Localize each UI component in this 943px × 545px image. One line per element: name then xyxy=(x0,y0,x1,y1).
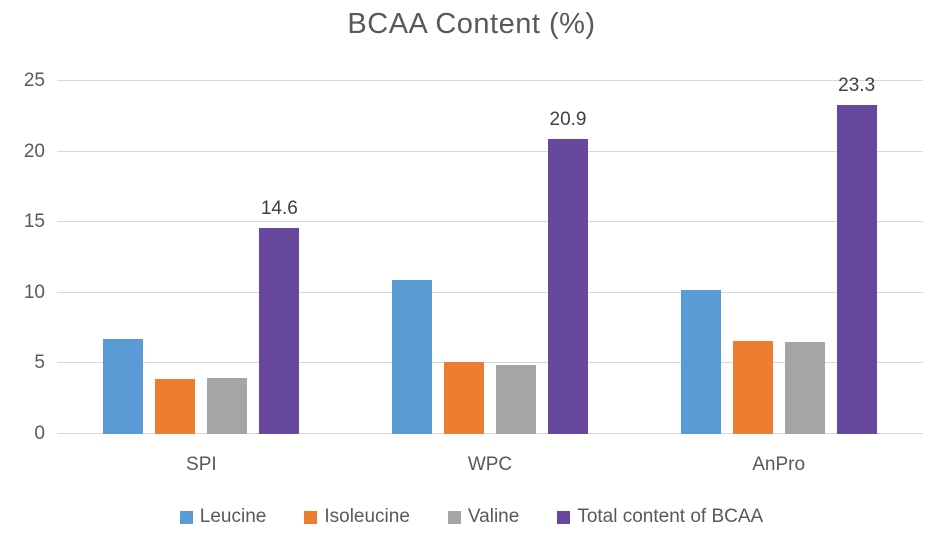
y-tick-label-25: 25 xyxy=(23,70,45,91)
legend-item-isoleucine: Isoleucine xyxy=(304,506,410,528)
legend: Leucine Isoleucine Valine Total content of … xyxy=(0,506,943,528)
gridline-10 xyxy=(57,291,923,293)
y-tick-label-0: 0 xyxy=(34,423,45,444)
bar-group-anpro: 23.3 xyxy=(680,76,877,434)
bar-isoleucine-wpc xyxy=(444,362,484,434)
bar-valine-spi xyxy=(207,377,248,434)
plot-area: 0 5 10 15 20 25 14.6 20.9 23.3 xyxy=(24,70,923,444)
legend-item-leucine: Leucine xyxy=(179,506,267,528)
bar-total-content-of-bcaa-spi xyxy=(259,227,300,434)
bar-leucine-wpc xyxy=(392,280,432,434)
legend-swatch-leucine xyxy=(179,510,193,524)
data-label-total-content-of-bcaa-anpro: 23.3 xyxy=(838,75,876,97)
bar-leucine-anpro xyxy=(680,289,721,434)
legend-item-valine: Valine xyxy=(447,506,520,528)
legend-swatch-total-content-of-bcaa xyxy=(557,510,571,524)
bar-group-spi: 14.6 xyxy=(103,81,300,434)
legend-item-total-content-of-bcaa: Total content of BCAA xyxy=(557,506,763,528)
legend-label-leucine: Leucine xyxy=(199,506,267,527)
data-label-total-content-of-bcaa-wpc: 20.9 xyxy=(549,108,587,130)
y-tick-label-20: 20 xyxy=(23,140,45,162)
bar-total-content-of-bcaa-anpro xyxy=(836,105,877,434)
gridline-5 xyxy=(57,362,923,364)
chart-title: BCAA Content (%) xyxy=(347,8,596,40)
data-label-total-content-of-bcaa-spi: 14.6 xyxy=(260,197,298,219)
gridline-25 xyxy=(57,80,923,81)
bar-leucine-spi xyxy=(103,339,144,434)
legend-label-total-content-of-bcaa: Total content of BCAA xyxy=(577,506,764,527)
bar-total-content-of-bcaa-wpc xyxy=(548,138,588,434)
bar-isoleucine-spi xyxy=(155,378,196,434)
x-axis-label-wpc: WPC xyxy=(467,454,513,475)
legend-label-isoleucine: Isoleucine xyxy=(324,506,410,527)
gridline-20 xyxy=(57,150,923,152)
x-axis-label-anpro: AnPro xyxy=(752,454,806,475)
gridline-15 xyxy=(57,221,923,223)
bar-valine-wpc xyxy=(496,364,536,434)
y-tick-label-5: 5 xyxy=(34,352,45,374)
bar-group-wpc: 20.9 xyxy=(392,81,588,434)
gridline-0 xyxy=(57,433,923,434)
legend-swatch-isoleucine xyxy=(304,510,318,524)
bar-valine-anpro xyxy=(784,342,825,434)
x-axis-label-spi: SPI xyxy=(186,454,217,475)
bar-isoleucine-anpro xyxy=(732,340,773,434)
y-tick-label-15: 15 xyxy=(23,211,45,233)
legend-label-valine: Valine xyxy=(467,506,520,527)
legend-swatch-valine xyxy=(447,510,461,524)
y-tick-label-10: 10 xyxy=(23,281,45,303)
